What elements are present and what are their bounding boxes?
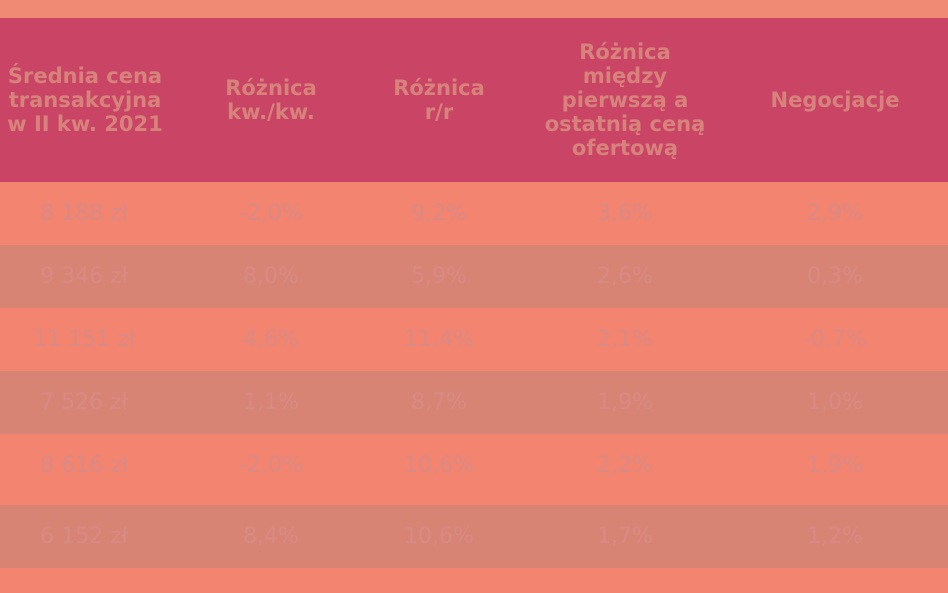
cell-avg-price: 6 152 zł — [40, 524, 128, 549]
cell-first-last-diff: 3,6% — [597, 201, 653, 226]
cell-avg-price: 8 616 zł — [40, 453, 128, 478]
cell-qoq: -2,0% — [239, 453, 303, 478]
col-header-yoy: Różnica r/r — [393, 76, 485, 124]
cell-avg-price: 7 526 zł — [40, 390, 128, 415]
cell-negotiations: 1,2% — [807, 524, 863, 549]
table-row: 6 152 zł 8,4% 10,6% 1,7% 1,2% — [0, 505, 948, 568]
cell-qoq: 8,0% — [243, 264, 299, 289]
cell-avg-price: 8 188 zł — [40, 201, 128, 226]
cell-avg-price: 9 346 zł — [40, 264, 128, 289]
cell-yoy: 5,9% — [411, 264, 467, 289]
cell-avg-price: 11 151 zł — [33, 327, 135, 352]
cell-negotiations: 1,9% — [807, 453, 863, 478]
cell-qoq: -2,0% — [239, 201, 303, 226]
cell-first-last-diff: 1,7% — [597, 524, 653, 549]
cell-yoy: 8,7% — [411, 390, 467, 415]
top-band — [0, 0, 948, 18]
col-header-negotiations: Negocjacje — [770, 88, 900, 112]
cell-first-last-diff: 2,1% — [597, 327, 653, 352]
cell-first-last-diff: 1,9% — [597, 390, 653, 415]
cell-qoq: 8,4% — [243, 524, 299, 549]
cell-first-last-diff: 2,2% — [597, 453, 653, 478]
table-row: 7 526 zł 1,1% 8,7% 1,9% 1,0% — [0, 371, 948, 434]
cell-negotiations: 0,3% — [807, 264, 863, 289]
col-header-avg-price: Średnia cena transakcyjna w II kw. 2021 — [7, 64, 163, 136]
bottom-band — [0, 568, 948, 593]
table-header: Średnia cena transakcyjna w II kw. 2021 … — [0, 18, 948, 182]
cell-qoq: 4,6% — [243, 327, 299, 352]
cell-yoy: 10,6% — [404, 453, 474, 478]
table-row: 9 346 zł 8,0% 5,9% 2,6% 0,3% — [0, 245, 948, 308]
table-row: 8 188 zł -2,0% 9,2% 3,6% 2,9% — [0, 182, 948, 245]
cell-first-last-diff: 2,6% — [597, 264, 653, 289]
table-row: 8 616 zł -2,0% 10,6% 2,2% 1,9% — [0, 434, 948, 497]
cell-yoy: 11,4% — [404, 327, 474, 352]
cell-yoy: 10,6% — [404, 524, 474, 549]
col-header-qoq: Różnica kw./kw. — [225, 76, 317, 124]
cell-negotiations: -0,7% — [803, 327, 867, 352]
col-header-first-last-diff: Różnica między pierwszą a ostatnią ceną … — [544, 40, 706, 160]
cell-qoq: 1,1% — [243, 390, 299, 415]
cell-negotiations: 1,0% — [807, 390, 863, 415]
table-row: 11 151 zł 4,6% 11,4% 2,1% -0,7% — [0, 308, 948, 371]
cell-negotiations: 2,9% — [807, 201, 863, 226]
cell-yoy: 9,2% — [411, 201, 467, 226]
